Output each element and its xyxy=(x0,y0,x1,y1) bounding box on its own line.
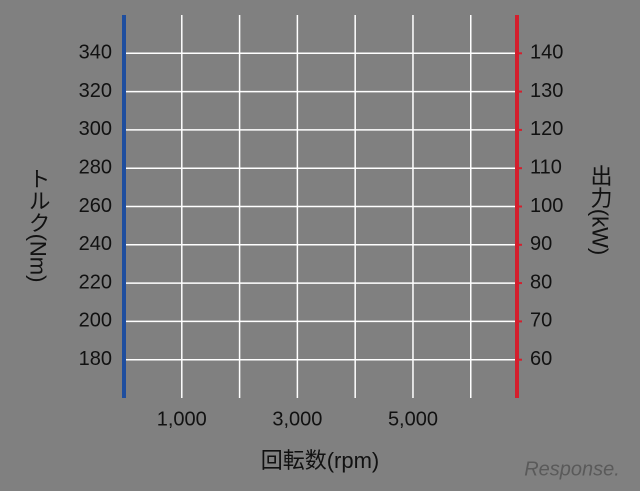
x-tick-label: 3,000 xyxy=(272,408,322,430)
y2-tick-label: 100 xyxy=(530,195,563,217)
x-axis-label: 回転数(rpm) xyxy=(261,448,380,473)
y-tick-label: 280 xyxy=(79,156,112,178)
y2-tick-label: 110 xyxy=(530,156,562,178)
y2-tick-label: 90 xyxy=(530,233,552,255)
y-tick-label: 340 xyxy=(79,42,112,64)
y2-tick-label: 70 xyxy=(530,310,552,332)
y2-tick-label: 130 xyxy=(530,80,563,102)
y-tick-label: 220 xyxy=(79,271,112,293)
y-tick-label: 260 xyxy=(79,195,112,217)
y-tick-label: 320 xyxy=(79,80,112,102)
y2-tick-label: 120 xyxy=(530,118,563,140)
watermark: Response. xyxy=(524,458,620,480)
y-tick-label: 180 xyxy=(79,348,112,370)
y2-tick-label: 60 xyxy=(530,348,552,370)
y-tick-label: 240 xyxy=(79,233,112,255)
y-axis-label: トルク(Nm) xyxy=(26,168,51,283)
y-tick-label: 200 xyxy=(79,310,112,332)
x-tick-label: 1,000 xyxy=(157,408,207,430)
y2-axis-label: 出力(kW) xyxy=(588,165,613,255)
y-tick-label: 300 xyxy=(79,118,112,140)
x-tick-label: 5,000 xyxy=(388,408,438,430)
y2-tick-label: 140 xyxy=(530,42,563,64)
y2-tick-label: 80 xyxy=(530,271,552,293)
